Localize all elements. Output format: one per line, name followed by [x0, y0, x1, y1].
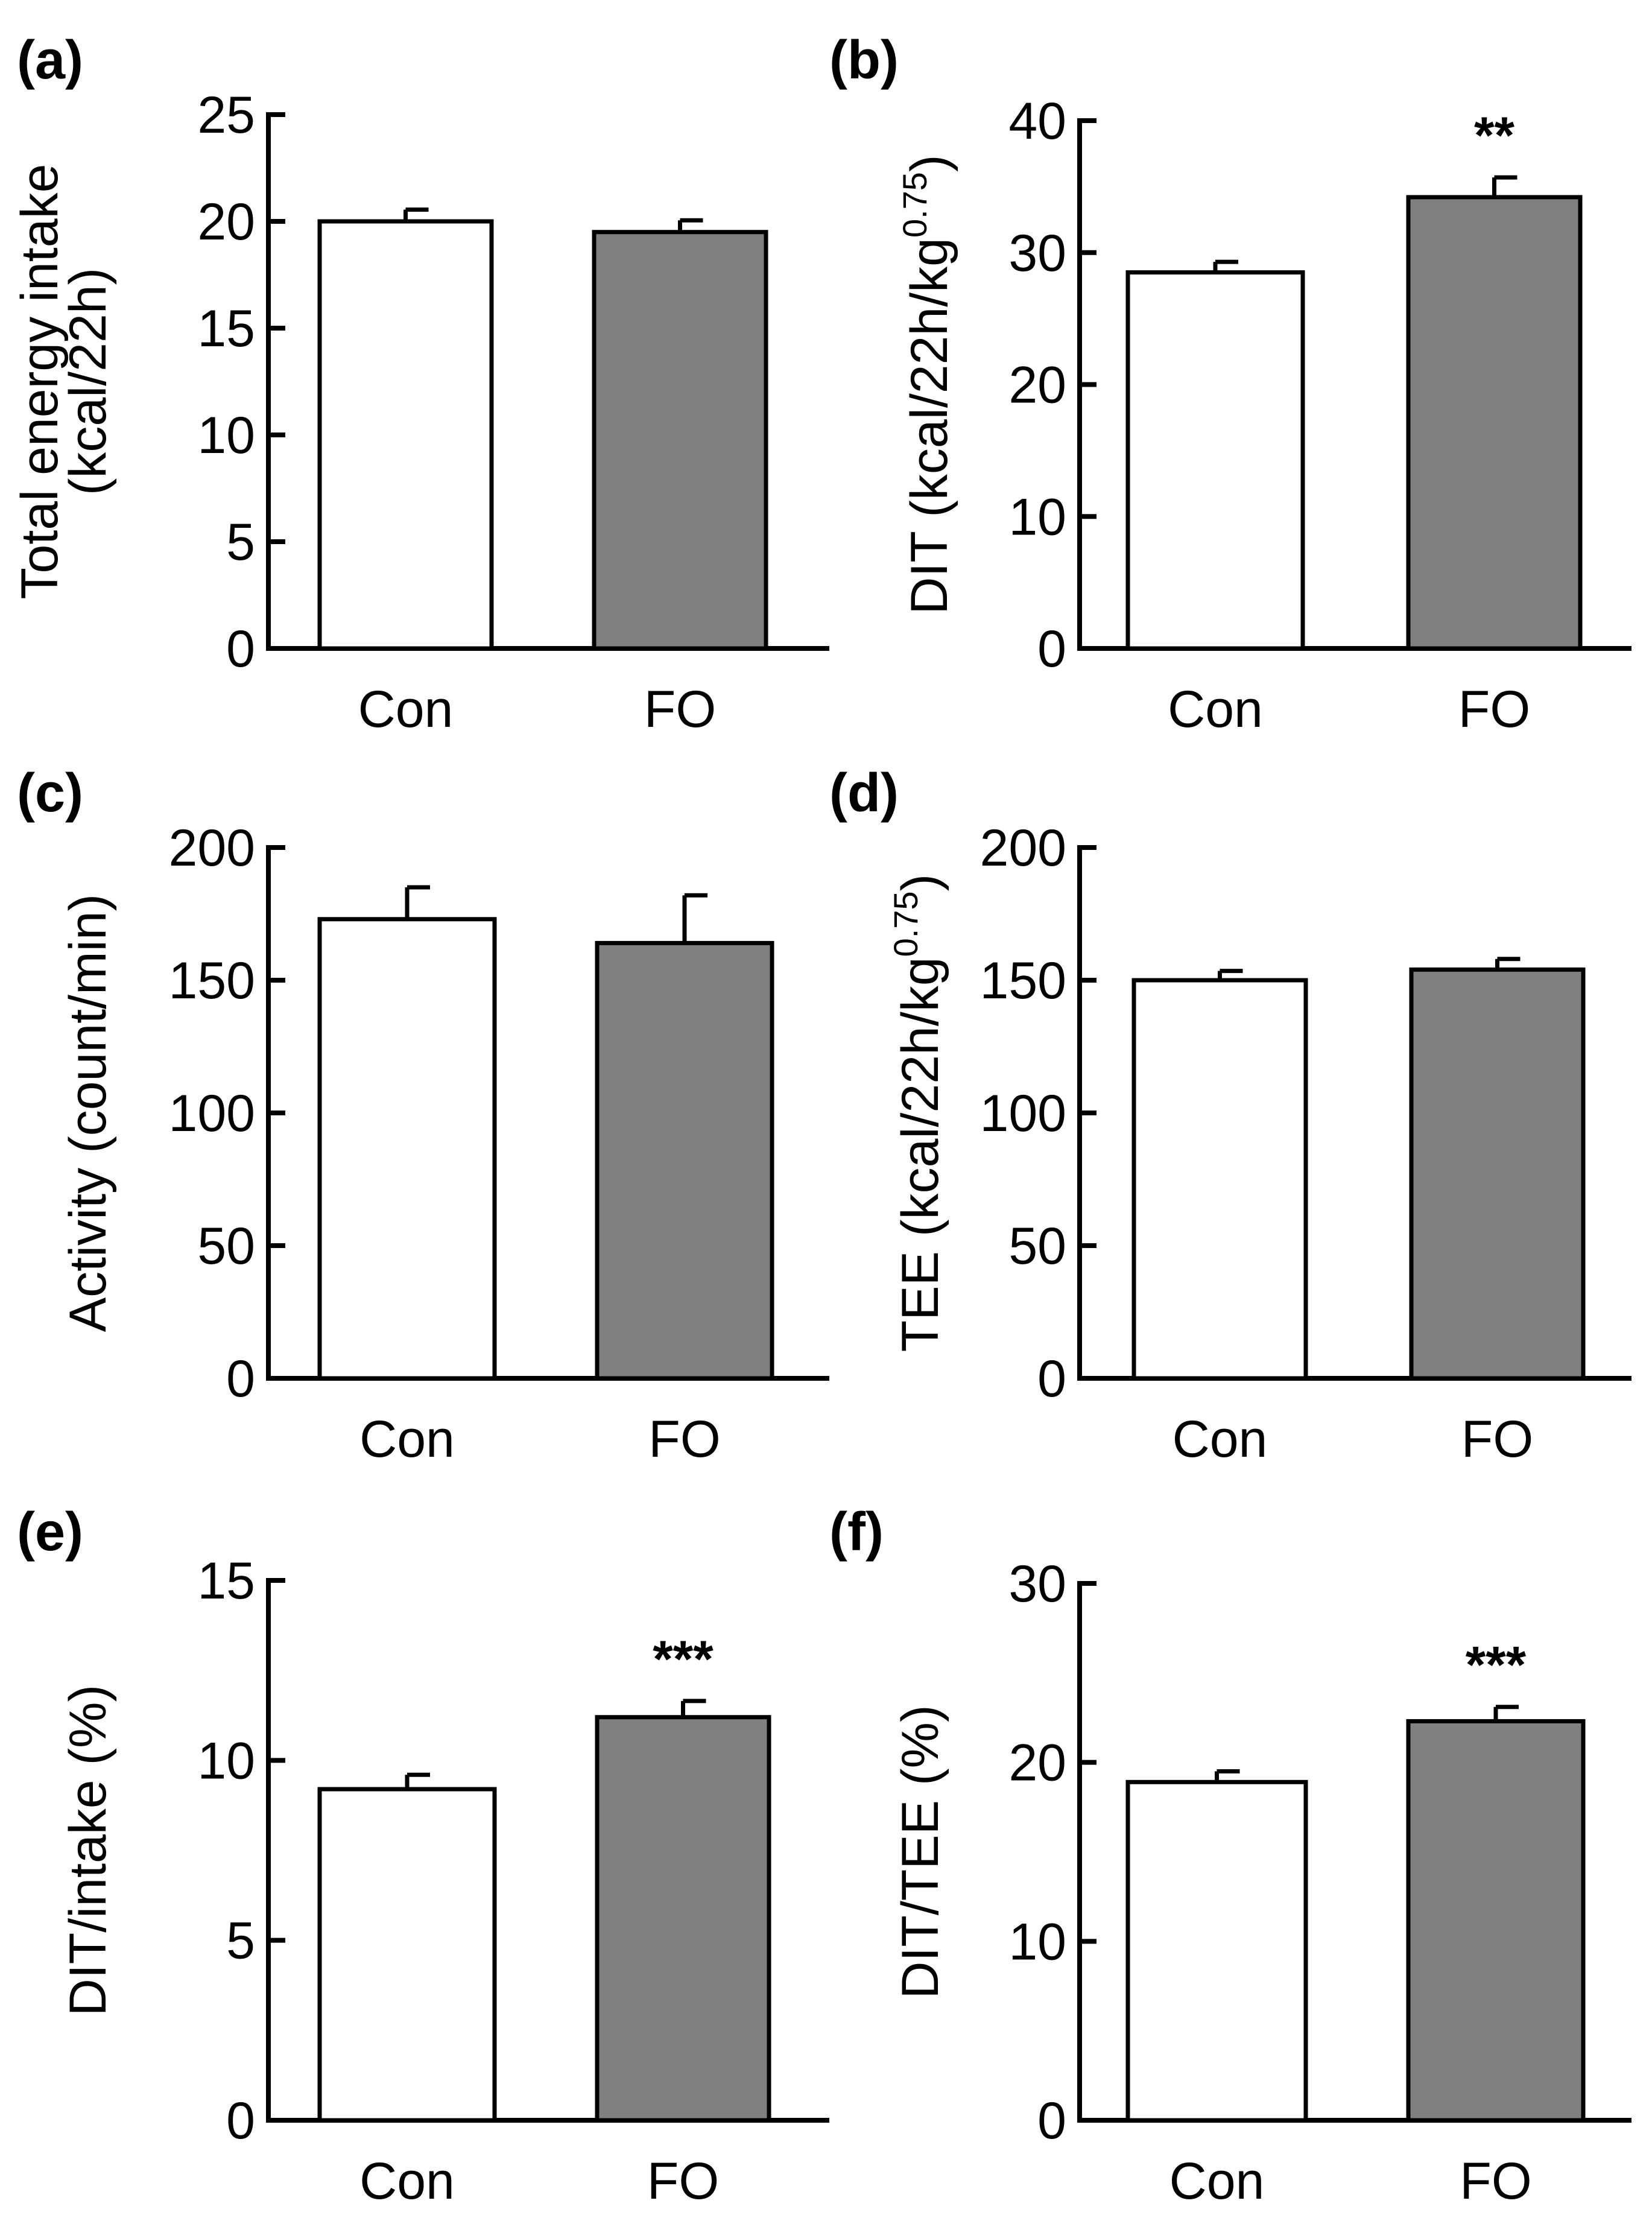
chart-panel: (d) 0 50 100 150 200 Con FO TEE (kcal/22h/kg0.75… [829, 763, 1631, 1468]
y-tick-label: 10 [1008, 488, 1066, 546]
y-tick-label: 0 [226, 2092, 255, 2150]
bar [317, 917, 497, 1381]
y-tick-label: 30 [1008, 224, 1066, 282]
y-tick-label: 10 [1008, 1913, 1066, 1971]
panel-label: (f) [829, 1502, 884, 1562]
panel-label: (e) [17, 1502, 83, 1562]
bar [595, 940, 774, 1381]
bar [317, 219, 494, 651]
y-axis-label: Activity (count/min) [59, 894, 117, 1332]
bar [1125, 1779, 1308, 2123]
significance-marker: ** [1474, 107, 1514, 165]
chart-panel: (c) 0 50 100 150 200 Con FO Activity (count/min) [17, 763, 829, 1468]
y-tick-label: 5 [226, 513, 255, 571]
y-axis-label: (kcal/22h) [59, 268, 117, 496]
chart-panel: (f) 0 10 20 30 Con FO *** DIT/TEE (%) [829, 1502, 1631, 2210]
panel-label: (a) [17, 30, 83, 90]
significance-marker: *** [653, 1630, 714, 1688]
panel-label: (c) [17, 763, 83, 823]
chart-panel: (e) 0 5 10 15 Con FO *** DIT/intake (%) [17, 1502, 829, 2210]
category-label: Con [1173, 1410, 1268, 1468]
y-tick-label: 100 [980, 1085, 1067, 1142]
y-tick-label: 15 [197, 300, 255, 358]
y-axis-label: TEE (kcal/22h/kg0.75) [887, 874, 949, 1352]
bar [1409, 967, 1586, 1381]
bar [1406, 1719, 1586, 2123]
y-tick-label: 150 [169, 952, 256, 1010]
y-tick-label: 100 [169, 1085, 256, 1142]
y-tick-label: 50 [1008, 1217, 1066, 1275]
category-label: Con [1169, 2152, 1265, 2210]
category-label: FO [1458, 680, 1530, 738]
y-tick-label: 200 [169, 819, 256, 877]
y-axis-label: Total energy intake [11, 164, 69, 600]
bar [595, 1715, 771, 2123]
y-tick-label: 25 [197, 86, 255, 144]
bar [1406, 195, 1583, 651]
category-label: Con [1168, 680, 1263, 738]
y-tick-label: 0 [1037, 620, 1066, 678]
category-label: Con [359, 1410, 455, 1468]
bar [1125, 270, 1305, 651]
y-tick-label: 0 [226, 620, 255, 678]
y-tick-label: 0 [226, 1350, 255, 1408]
y-tick-label: 20 [197, 193, 255, 251]
y-tick-label: 15 [197, 1552, 255, 1610]
panel-label: (b) [829, 30, 899, 90]
y-tick-label: 40 [1008, 92, 1066, 150]
y-tick-label: 200 [980, 819, 1067, 877]
y-tick-label: 0 [1037, 1350, 1066, 1408]
y-axis-label: DIT (kcal/22h/kg0.75) [896, 154, 958, 614]
category-label: FO [644, 680, 716, 738]
significance-marker: *** [1466, 1637, 1527, 1694]
y-tick-label: 150 [980, 952, 1067, 1010]
y-tick-label: 30 [1008, 1555, 1066, 1613]
category-label: FO [1460, 2152, 1531, 2210]
y-tick-label: 20 [1008, 356, 1066, 414]
category-label: Con [359, 2152, 455, 2210]
y-axis-label: DIT/TEE (%) [891, 1705, 949, 1998]
y-tick-label: 10 [197, 1732, 255, 1790]
chart-panel: (a) 0 5 10 15 20 25 Con FO Total energy intake(kc… [11, 30, 829, 738]
y-tick-label: 5 [226, 1912, 255, 1970]
category-label: FO [648, 1410, 720, 1468]
y-tick-label: 10 [197, 407, 255, 464]
bar [592, 230, 768, 651]
category-label: FO [647, 2152, 719, 2210]
panel-label: (d) [829, 763, 899, 823]
bar [1131, 978, 1308, 1381]
category-label: Con [358, 680, 454, 738]
bar [317, 1787, 497, 2123]
y-tick-label: 20 [1008, 1734, 1066, 1792]
y-tick-label: 50 [197, 1217, 255, 1275]
y-tick-label: 0 [1037, 2092, 1066, 2150]
y-axis-label: DIT/intake (%) [59, 1685, 117, 2017]
category-label: FO [1461, 1410, 1533, 1468]
chart-panel: (b) 0 10 20 30 40 Con FO ** DIT (kcal/22h/kg0.75) [829, 30, 1631, 738]
